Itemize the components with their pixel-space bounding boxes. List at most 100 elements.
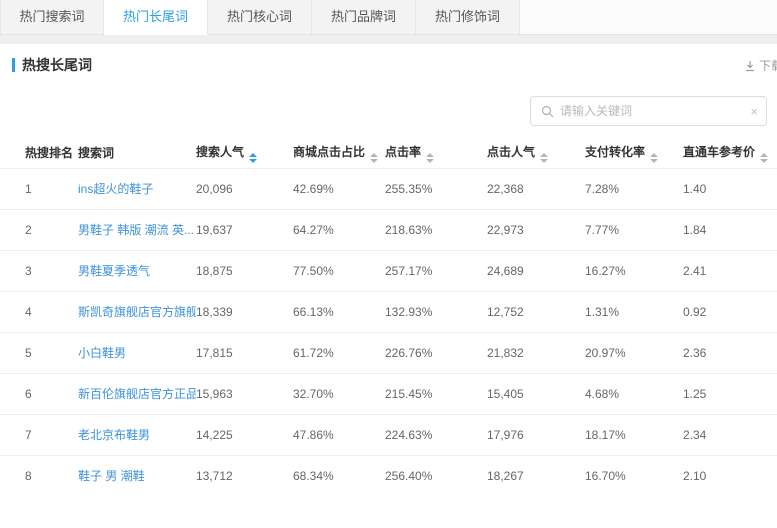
- table-row: 2 男鞋子 韩版 潮流 英... 19,637 64.27% 218.63% 22,973…: [0, 208, 777, 250]
- column-label: 直通车参考价: [683, 144, 756, 159]
- value-cell: 2.36: [683, 331, 777, 373]
- value-cell: 7.28%: [585, 167, 683, 209]
- column-header-1: 搜索词: [78, 138, 196, 168]
- value-cell: 257.17%: [385, 249, 487, 291]
- rank-cell: 6: [0, 372, 78, 414]
- rank-cell: 8: [0, 454, 78, 496]
- value-cell: 18,267: [487, 454, 585, 496]
- column-header-2[interactable]: 搜索人气: [196, 138, 293, 168]
- value-cell: 17,976: [487, 413, 585, 455]
- sort-caret-icon[interactable]: [249, 152, 258, 163]
- value-cell: 47.86%: [293, 413, 385, 455]
- column-header-5[interactable]: 点击人气: [487, 138, 585, 168]
- sort-caret-icon[interactable]: [426, 152, 435, 163]
- tab-3[interactable]: 热门品牌词: [312, 0, 416, 35]
- value-cell: 61.72%: [293, 331, 385, 373]
- value-cell: 0.92: [683, 290, 777, 332]
- tabbar-filler: [520, 0, 777, 35]
- table-row: 1 ins超火的鞋子 20,096 42.69% 255.35% 22,368 7.28% 1…: [0, 167, 777, 209]
- download-button[interactable]: 下载: [744, 57, 777, 74]
- value-cell: 15,405: [487, 372, 585, 414]
- column-header-7[interactable]: 直通车参考价: [683, 138, 777, 168]
- keyword-link[interactable]: 小白鞋男: [78, 331, 196, 373]
- value-cell: 18,875: [196, 249, 293, 291]
- value-cell: 20.97%: [585, 331, 683, 373]
- value-cell: 14,225: [196, 413, 293, 455]
- column-label: 搜索人气: [196, 144, 245, 159]
- value-cell: 256.40%: [385, 454, 487, 496]
- value-cell: 77.50%: [293, 249, 385, 291]
- value-cell: 1.84: [683, 208, 777, 250]
- column-label: 搜索词: [78, 146, 115, 161]
- section-header: 热搜长尾词: [0, 44, 777, 73]
- value-cell: 218.63%: [385, 208, 487, 250]
- value-cell: 13,712: [196, 454, 293, 496]
- download-label: 下载: [758, 59, 777, 73]
- value-cell: 66.13%: [293, 290, 385, 332]
- keyword-link[interactable]: ins超火的鞋子: [78, 167, 196, 209]
- sort-caret-icon[interactable]: [760, 152, 769, 163]
- tab-2[interactable]: 热门核心词: [208, 0, 312, 35]
- column-label: 点击人气: [487, 144, 536, 159]
- keyword-link[interactable]: 斯凯奇旗舰店官方旗舰: [78, 290, 196, 332]
- value-cell: 16.27%: [585, 249, 683, 291]
- keyword-link[interactable]: 新百伦旗舰店官方正品: [78, 372, 196, 414]
- value-cell: 18.17%: [585, 413, 683, 455]
- table-row: 3 男鞋夏季透气 18,875 77.50% 257.17% 24,689 16.27% 2.…: [0, 249, 777, 291]
- tab-1[interactable]: 热门长尾词: [104, 0, 208, 35]
- table-header-row: 热搜排名 搜索词 搜索人气 商城点击占比 点击率 点击人气 支付转化率 直通车参考价: [0, 138, 777, 168]
- sort-caret-icon[interactable]: [370, 152, 379, 163]
- table-body: 1 ins超火的鞋子 20,096 42.69% 255.35% 22,368 7.28% 1…: [0, 167, 777, 496]
- value-cell: 17,815: [196, 331, 293, 373]
- value-cell: 16.70%: [585, 454, 683, 496]
- tabbar-gap: [0, 35, 777, 44]
- column-label: 商城点击占比: [293, 144, 366, 159]
- value-cell: 22,368: [487, 167, 585, 209]
- value-cell: 215.45%: [385, 372, 487, 414]
- page-title: 热搜长尾词: [22, 57, 92, 73]
- column-label: 热搜排名: [25, 146, 74, 161]
- keyword-link[interactable]: 男鞋夏季透气: [78, 249, 196, 291]
- keyword-link[interactable]: 男鞋子 韩版 潮流 英...: [78, 208, 196, 250]
- tab-4[interactable]: 热门修饰词: [416, 0, 520, 35]
- tab-bar: 热门搜索词 热门长尾词 热门核心词 热门品牌词 热门修饰词: [0, 0, 777, 35]
- value-cell: 22,973: [487, 208, 585, 250]
- value-cell: 226.76%: [385, 331, 487, 373]
- accent-bar: [12, 58, 15, 72]
- value-cell: 132.93%: [385, 290, 487, 332]
- value-cell: 255.35%: [385, 167, 487, 209]
- table-row: 6 新百伦旗舰店官方正品 15,963 32.70% 215.45% 15,405 4.68…: [0, 372, 777, 414]
- tab-0[interactable]: 热门搜索词: [0, 0, 104, 35]
- value-cell: 1.25: [683, 372, 777, 414]
- column-label: 点击率: [385, 144, 422, 159]
- value-cell: 2.10: [683, 454, 777, 496]
- column-header-6[interactable]: 支付转化率: [585, 138, 683, 168]
- value-cell: 20,096: [196, 167, 293, 209]
- value-cell: 1.31%: [585, 290, 683, 332]
- value-cell: 224.63%: [385, 413, 487, 455]
- value-cell: 2.34: [683, 413, 777, 455]
- value-cell: 18,339: [196, 290, 293, 332]
- clear-search-icon[interactable]: ×: [750, 103, 758, 119]
- value-cell: 15,963: [196, 372, 293, 414]
- search-input[interactable]: [560, 104, 751, 118]
- column-header-4[interactable]: 点击率: [385, 138, 487, 168]
- table-row: 8 鞋子 男 潮鞋 13,712 68.34% 256.40% 18,267 16.70% 2…: [0, 454, 777, 496]
- value-cell: 24,689: [487, 249, 585, 291]
- value-cell: 64.27%: [293, 208, 385, 250]
- sort-caret-icon[interactable]: [650, 152, 659, 163]
- rank-cell: 1: [0, 167, 78, 209]
- column-label: 支付转化率: [585, 144, 646, 159]
- value-cell: 12,752: [487, 290, 585, 332]
- value-cell: 32.70%: [293, 372, 385, 414]
- value-cell: 1.40: [683, 167, 777, 209]
- keyword-link[interactable]: 老北京布鞋男: [78, 413, 196, 455]
- value-cell: 4.68%: [585, 372, 683, 414]
- keyword-link[interactable]: 鞋子 男 潮鞋: [78, 454, 196, 496]
- value-cell: 19,637: [196, 208, 293, 250]
- column-header-3[interactable]: 商城点击占比: [293, 138, 385, 168]
- value-cell: 68.34%: [293, 454, 385, 496]
- sort-caret-icon[interactable]: [540, 152, 549, 163]
- download-icon: [745, 60, 754, 71]
- keyword-search-box: ×: [530, 96, 767, 126]
